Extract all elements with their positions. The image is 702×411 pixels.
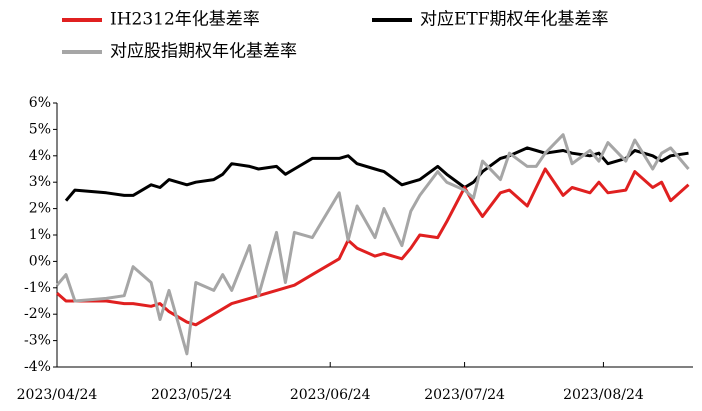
x-tick-label: 2023/08/24	[563, 387, 644, 403]
y-tick-label: 4%	[29, 148, 51, 164]
series-line	[55, 133, 690, 356]
y-tick-label: -2%	[24, 306, 51, 322]
x-tick-label: 2023/05/24	[151, 387, 232, 403]
y-tick-label: 3%	[29, 174, 51, 190]
legend-label: IH2312年化基差率	[110, 10, 260, 30]
series-line	[56, 167, 690, 327]
x-tick-label: 2023/06/24	[290, 387, 371, 403]
y-tick-label: 1%	[29, 227, 51, 243]
y-tick-label: 5%	[29, 121, 51, 137]
legend-label: 对应ETF期权年化基差率	[420, 10, 609, 30]
legend-label: 对应股指期权年化基差率	[110, 42, 297, 62]
y-tick-label: 6%	[29, 95, 51, 111]
x-tick-label: 2023/07/24	[424, 387, 505, 403]
x-tick-label: 2023/04/24	[17, 387, 98, 403]
y-tick-label: -1%	[24, 280, 51, 296]
y-tick-label: 2%	[29, 201, 51, 217]
y-tick-label: -4%	[24, 359, 51, 375]
y-tick-label: 0%	[29, 253, 51, 269]
series-line	[64, 146, 689, 202]
y-tick-label: -3%	[24, 333, 51, 349]
